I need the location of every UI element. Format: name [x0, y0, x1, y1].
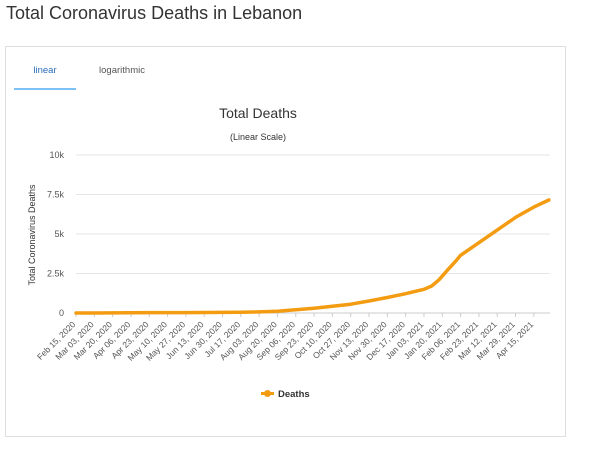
chart-title: Total Deaths: [219, 105, 297, 121]
series-line-deaths[interactable]: [74, 198, 551, 315]
y-tick-label: 5k: [54, 229, 64, 239]
line-chart: Total Deaths (Linear Scale) Total Corona…: [27, 105, 551, 363]
tab-logarithmic[interactable]: logarithmic: [99, 65, 145, 76]
y-axis-title: Total Coronavirus Deaths: [27, 184, 37, 286]
chart-subtitle: (Linear Scale): [230, 132, 286, 142]
y-tick-label: 10k: [49, 150, 64, 160]
legend-label: Deaths: [278, 388, 310, 400]
legend-marker: [261, 387, 274, 401]
grid-lines: [76, 154, 550, 314]
y-tick-label: 2.5k: [47, 269, 65, 279]
legend-item-deaths[interactable]: Deaths: [261, 387, 310, 401]
tab-linear[interactable]: linear: [14, 60, 76, 90]
page-title: Total Coronavirus Deaths in Lebanon: [6, 3, 303, 23]
chart-card: linear logarithmic Total Deaths (Linear …: [5, 46, 566, 437]
y-tick-label: 7.5k: [47, 190, 65, 200]
series-deaths[interactable]: [74, 198, 551, 315]
y-tick-label: 0: [59, 308, 64, 318]
y-axis-ticks: 0 2.5k 5k 7.5k 10k: [47, 150, 65, 318]
